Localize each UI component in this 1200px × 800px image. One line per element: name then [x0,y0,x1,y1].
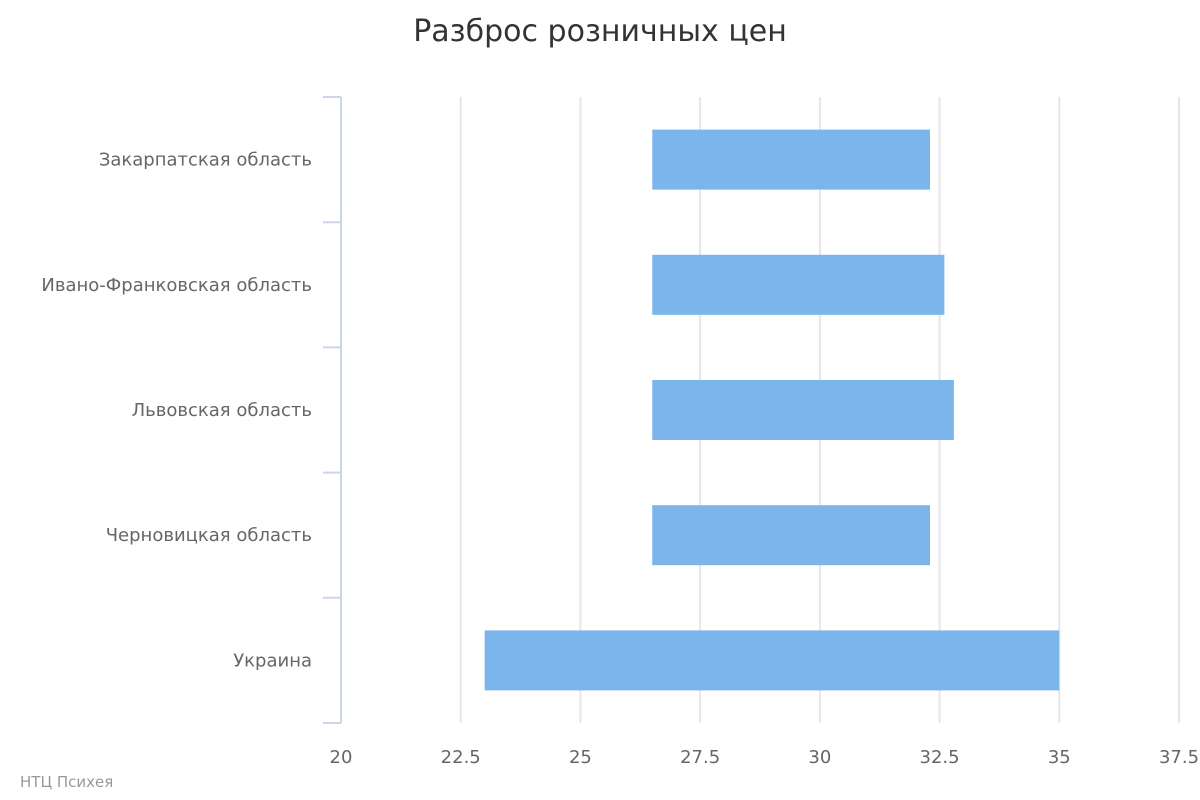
category-label: Львовская область [132,400,312,421]
x-tick-label: 32.5 [920,747,960,768]
category-label: Черновицкая область [106,525,312,546]
category-label: Украина [233,650,312,671]
category-label: Закарпатская область [99,150,312,171]
x-tick-label: 35 [1048,747,1071,768]
x-tick-label: 37.5 [1159,747,1199,768]
range-bar [652,505,930,566]
x-tick-label: 25 [569,747,592,768]
x-tick-label: 22.5 [441,747,481,768]
range-bar [652,380,954,440]
category-label: Ивано-Франковская область [41,275,312,296]
range-bar [484,630,1060,691]
range-bar [652,129,930,190]
range-bar [652,254,945,315]
x-tick-label: 30 [808,747,831,768]
chart-title: Разброс розничных цен [413,14,787,49]
x-tick-label: 27.5 [680,747,720,768]
x-tick-label: 20 [330,747,353,768]
credit-link[interactable]: НТЦ Психея [20,773,114,791]
